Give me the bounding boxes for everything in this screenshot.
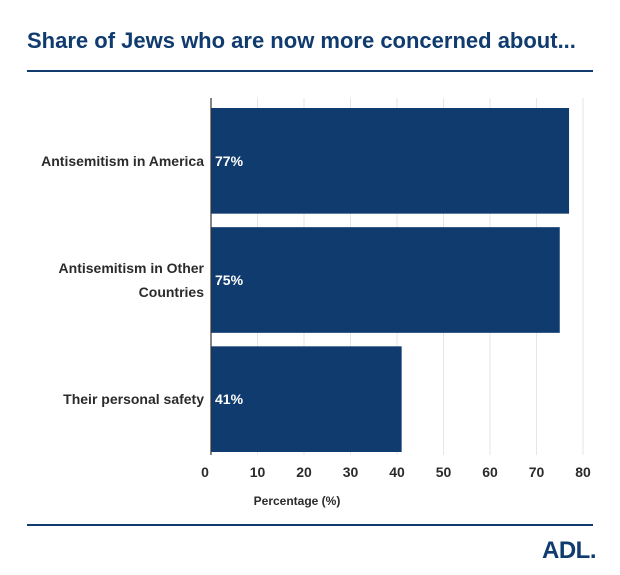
logo-dot: . [589,537,597,564]
bar-1 [211,108,570,214]
category-labels: Antisemitism in America Antisemitism in O… [41,153,204,407]
x-axis-label: Percentage (%) [254,494,341,508]
bar-2 [211,227,560,333]
adl-logo: ADL. [542,537,597,565]
bars: 77% 75% 41% [211,108,570,452]
category-label-3: Their personal safety [63,391,204,407]
x-tick-80: 80 [575,464,591,480]
category-label-line: Their personal safety [63,391,204,407]
x-tick-30: 30 [343,464,359,480]
data-label-3: 41% [215,391,244,407]
footer-divider [27,524,593,526]
category-label-1: Antisemitism in America [41,153,204,169]
data-label-1: 77% [215,153,244,169]
x-tick-0: 0 [201,464,209,480]
x-tick-20: 20 [296,464,312,480]
logo-text: ADL [542,537,590,564]
bar-3 [211,346,402,452]
x-tick-50: 50 [436,464,452,480]
data-label-2: 75% [215,272,244,288]
x-tick-10: 10 [250,464,266,480]
category-label-line: Antisemitism in Other [59,260,205,276]
x-tick-60: 60 [482,464,498,480]
category-label-line: Countries [139,284,205,300]
x-tick-70: 70 [529,464,545,480]
category-label-line: Antisemitism in America [41,153,204,169]
title-divider [27,70,593,72]
x-tick-labels: 0 10 20 30 40 50 60 70 80 [201,464,591,480]
chart-title: Share of Jews who are now more concerned… [27,28,576,53]
x-tick-40: 40 [389,464,405,480]
category-label-2: Antisemitism in Other Countries [59,260,205,300]
